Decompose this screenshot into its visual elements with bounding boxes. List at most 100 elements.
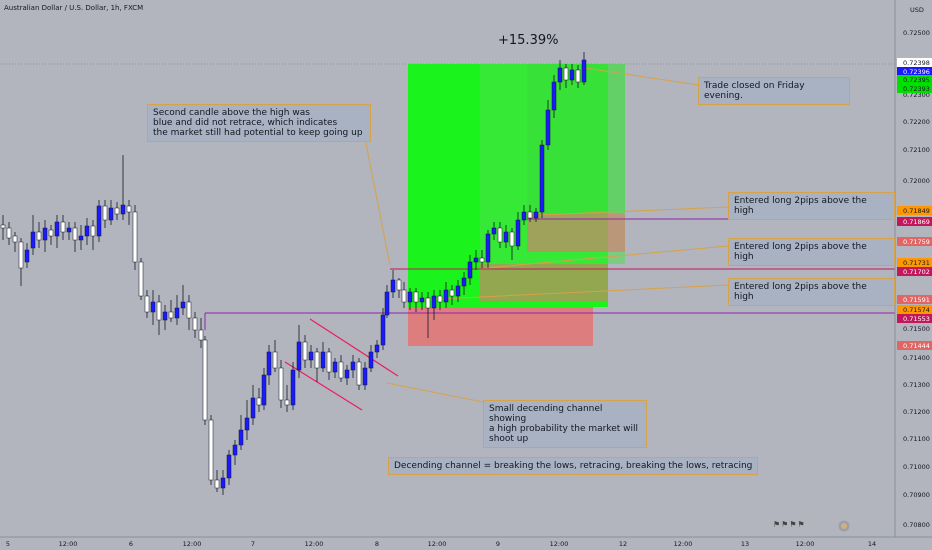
time-tick-label: 12:00 xyxy=(428,540,447,548)
price-tick-label: 0.71300 xyxy=(903,381,930,389)
candle xyxy=(266,345,272,385)
price-tick-label: 0.70800 xyxy=(903,521,930,529)
connector-entered-1 xyxy=(539,206,729,216)
candle xyxy=(296,325,302,378)
candle xyxy=(96,200,102,242)
candle xyxy=(515,212,521,250)
candle xyxy=(24,243,30,268)
time-tick-label: 6 xyxy=(129,540,133,548)
candle xyxy=(563,64,569,88)
candle xyxy=(12,232,18,252)
candle xyxy=(350,355,356,378)
candle xyxy=(144,290,150,318)
price-marker-label: 0.71591 xyxy=(903,296,930,304)
annotation-second-candle[interactable]: Second candle above the high was blue an… xyxy=(147,104,371,142)
candle xyxy=(250,385,256,425)
price-tick-label: 0.71200 xyxy=(903,408,930,416)
candle xyxy=(226,450,232,485)
candle xyxy=(413,288,419,312)
price-tick-label: 0.72300 xyxy=(903,91,930,99)
candle xyxy=(168,300,174,322)
candle xyxy=(461,272,467,295)
annotation-entered-2[interactable]: Entered long 2pips above the high xyxy=(728,238,895,266)
candle xyxy=(60,215,66,240)
time-axis[interactable]: 5 12:00 6 12:00 7 12:00 8 12:00 9 12:00 12 12:00 13 1… xyxy=(6,540,876,548)
flag-icons[interactable]: ⚑⚑⚑⚑ xyxy=(773,520,806,529)
time-tick-label: 5 xyxy=(6,540,10,548)
price-marker-label: 0.72393 xyxy=(903,85,930,93)
connector-small-channel xyxy=(386,382,484,403)
price-marker: 0.71444 xyxy=(897,341,932,350)
candle xyxy=(533,208,539,222)
candle xyxy=(374,340,380,358)
candle xyxy=(356,358,362,390)
candle xyxy=(261,368,267,410)
currency-label[interactable]: USD xyxy=(910,6,924,14)
candle xyxy=(208,415,214,485)
candle xyxy=(384,285,390,318)
price-marker: 0.72398 xyxy=(897,58,932,67)
candle xyxy=(449,285,455,305)
annotation-entered-1[interactable]: Entered long 2pips above the high xyxy=(728,192,895,220)
candle xyxy=(30,215,36,255)
price-marker-label: 0.72398 xyxy=(903,59,930,67)
candle xyxy=(437,290,443,310)
price-tick-label: 0.72100 xyxy=(903,146,930,154)
annotation-small-channel[interactable]: Small decending channel showing a high p… xyxy=(483,400,647,448)
candle xyxy=(284,385,290,412)
candle xyxy=(362,362,368,390)
candle xyxy=(539,140,545,218)
annotation-entered-3[interactable]: Entered long 2pips above the high xyxy=(728,278,895,306)
loss-zone-3[interactable] xyxy=(527,214,625,252)
candle xyxy=(66,222,72,240)
candle xyxy=(174,295,180,325)
time-tick-label: 12:00 xyxy=(59,540,78,548)
tradingview-logo-icon[interactable] xyxy=(838,520,850,532)
candle xyxy=(390,270,396,298)
time-tick-label: 12 xyxy=(619,540,627,548)
candle xyxy=(332,358,338,378)
time-tick-label: 13 xyxy=(741,540,749,548)
price-tick-label: 0.72000 xyxy=(903,177,930,185)
time-tick-label: 7 xyxy=(251,540,255,548)
candle xyxy=(326,348,332,380)
time-tick-label: 9 xyxy=(496,540,500,548)
candle xyxy=(232,440,238,465)
price-marker-label: 0.71849 xyxy=(903,207,930,215)
symbol-title: Australian Dollar / U.S. Dollar, 1h, FXC… xyxy=(4,4,144,12)
candle xyxy=(120,155,126,220)
candle xyxy=(162,305,168,330)
price-marker-label: 0.71553 xyxy=(903,315,930,323)
candle xyxy=(455,280,461,302)
price-tick-label: 0.72200 xyxy=(903,118,930,126)
candle xyxy=(186,295,192,330)
result-percentage: +15.39% xyxy=(498,33,559,48)
annotation-trade-closed[interactable]: Trade closed on Friday evening. xyxy=(698,77,850,105)
candle xyxy=(126,200,132,225)
candle xyxy=(54,215,60,248)
time-tick-label: 12:00 xyxy=(305,540,324,548)
price-marker: 0.71759 xyxy=(897,237,932,246)
candle xyxy=(551,75,557,118)
candle xyxy=(238,415,244,450)
candle xyxy=(220,470,226,495)
annotation-channel-definition[interactable]: Decending channel = breaking the lows, r… xyxy=(388,457,758,475)
candle xyxy=(509,228,515,260)
connector-entered-2 xyxy=(484,245,729,269)
time-tick-label: 12:00 xyxy=(183,540,202,548)
price-tick-label: 0.71000 xyxy=(903,463,930,471)
connector-second-candle xyxy=(361,122,391,266)
candle xyxy=(380,308,386,350)
channel-upper-line[interactable] xyxy=(309,318,399,377)
candle xyxy=(419,292,425,310)
candle xyxy=(244,400,250,440)
candle xyxy=(575,65,581,88)
candle xyxy=(308,345,314,368)
time-tick-label: 12:00 xyxy=(796,540,815,548)
candle xyxy=(479,250,485,268)
candle xyxy=(114,202,120,220)
candle xyxy=(431,290,437,320)
candle xyxy=(108,200,114,225)
candles-group[interactable] xyxy=(0,52,587,495)
candle xyxy=(473,250,479,270)
